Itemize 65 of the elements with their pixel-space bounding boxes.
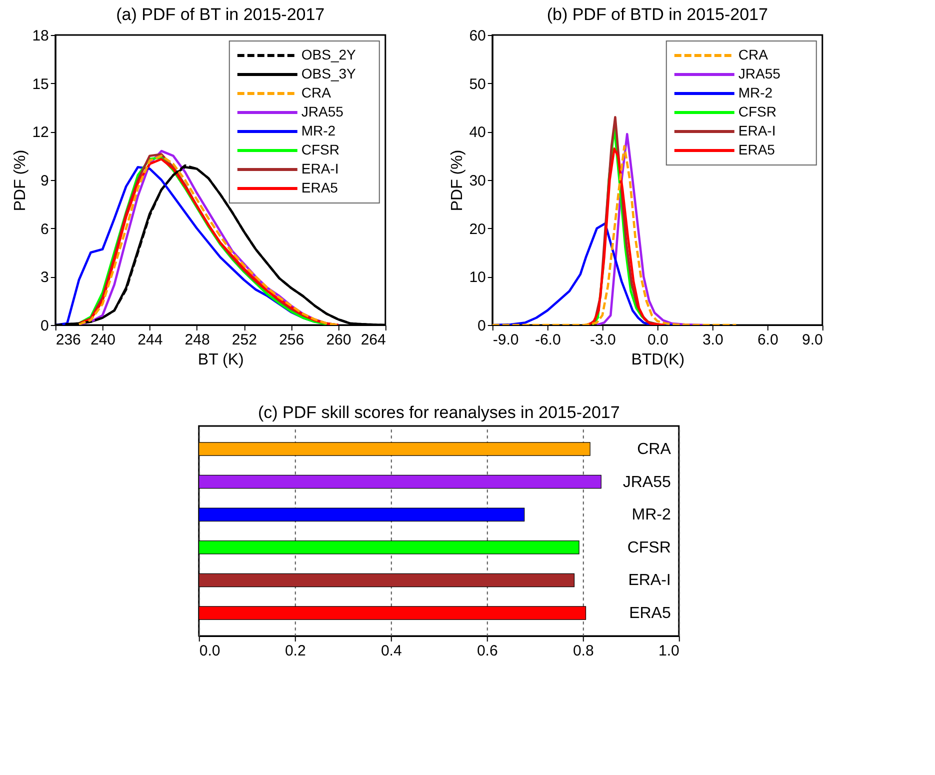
legend-label: OBS_2Y — [301, 46, 357, 62]
y-tick-label: JRA55 — [622, 474, 671, 491]
x-tick-label: 0.4 — [380, 642, 402, 660]
x-tick-label: 3.0 — [702, 332, 724, 348]
chart-title: (a) PDF of BT in 2015-2017 — [116, 5, 325, 24]
legend-label: CRA — [301, 84, 332, 100]
x-tick-label: 1.0 — [658, 642, 680, 660]
legend-label: CRA — [738, 46, 769, 62]
y-axis-title: PDF (%) — [449, 150, 466, 212]
x-tick-label: 256 — [279, 332, 304, 348]
y-axis-title: PDF (%) — [12, 150, 30, 212]
line-series — [492, 145, 738, 325]
x-tick-label: 240 — [90, 332, 116, 348]
x-tick-label: -3.0 — [590, 332, 616, 348]
chart-title: (b) PDF of BTD in 2015-2017 — [546, 5, 768, 24]
y-tick-label: 60 — [469, 28, 486, 44]
chart-title: (c) PDF skill scores for reanalyses in 2015-2017 — [258, 403, 620, 422]
line-series — [584, 147, 666, 325]
x-tick-label: 260 — [326, 332, 352, 348]
legend-label: MR-2 — [738, 84, 773, 100]
y-tick-label: 18 — [32, 28, 49, 44]
y-tick-label: CFSR — [627, 539, 671, 556]
y-tick-label: 3 — [40, 269, 49, 286]
y-tick-label: 15 — [32, 76, 49, 93]
y-tick-label: CRA — [637, 440, 672, 458]
x-tick-label: 244 — [138, 332, 163, 348]
y-tick-label: ERA5 — [629, 605, 671, 622]
y-tick-label: 10 — [469, 269, 486, 286]
y-tick-label: 0 — [40, 318, 49, 334]
x-tick-label: 0.2 — [284, 642, 306, 660]
x-tick-label: -9.0 — [492, 332, 519, 348]
legend-label: ERA-I — [301, 160, 339, 176]
legend-label: CFSR — [738, 104, 776, 120]
x-tick-label: 0.6 — [476, 642, 498, 660]
legend-label: JRA55 — [301, 104, 344, 120]
x-axis-title: BT (K) — [198, 352, 244, 368]
x-tick-label: 248 — [184, 332, 210, 348]
x-tick-label: 6.0 — [757, 332, 778, 348]
legend-label: MR-2 — [301, 122, 336, 138]
y-tick-label: 12 — [32, 124, 49, 142]
x-tick-label: 9.0 — [802, 332, 823, 348]
legend-label: OBS_3Y — [301, 66, 357, 82]
y-tick-label: ERA-I — [628, 572, 671, 590]
y-tick-label: 40 — [469, 124, 486, 142]
legend-label: ERA5 — [301, 180, 338, 196]
y-tick-label: 30 — [469, 172, 486, 190]
x-tick-label: 264 — [360, 332, 386, 348]
x-tick-label: 236 — [56, 332, 81, 348]
y-tick-label: MR-2 — [632, 506, 671, 524]
legend-label: ERA-I — [738, 122, 776, 138]
y-tick-label: 20 — [469, 220, 486, 238]
y-tick-label: 6 — [40, 220, 49, 238]
legend-label: CFSR — [301, 142, 340, 158]
line-series — [596, 132, 704, 325]
y-tick-label: 9 — [40, 172, 49, 190]
legend-label: ERA5 — [738, 142, 776, 158]
x-tick-label: 252 — [232, 332, 257, 348]
x-tick-label: 0.8 — [572, 642, 594, 660]
y-tick-label: 50 — [469, 76, 486, 93]
legend-label: JRA55 — [738, 66, 781, 82]
x-tick-label: -6.0 — [534, 332, 561, 348]
x-axis-title: BTD(K) — [631, 352, 685, 368]
x-tick-label: 0.0 — [199, 642, 220, 660]
y-tick-label: 0 — [478, 318, 486, 334]
x-tick-label: 0.0 — [647, 332, 668, 348]
